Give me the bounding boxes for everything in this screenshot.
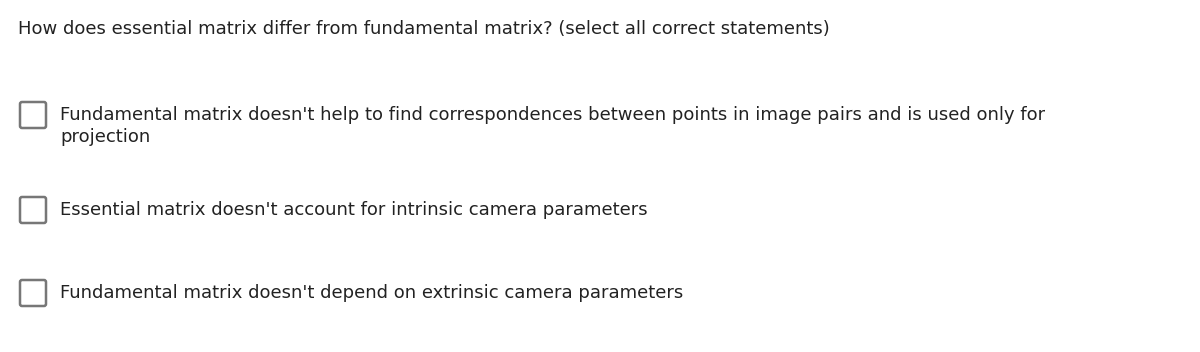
- FancyBboxPatch shape: [20, 197, 46, 223]
- Text: Fundamental matrix doesn't help to find correspondences between points in image : Fundamental matrix doesn't help to find …: [60, 106, 1045, 124]
- Text: Essential matrix doesn't account for intrinsic camera parameters: Essential matrix doesn't account for int…: [60, 201, 648, 219]
- Text: How does essential matrix differ from fundamental matrix? (select all correct st: How does essential matrix differ from fu…: [18, 20, 829, 38]
- Text: projection: projection: [60, 128, 150, 146]
- FancyBboxPatch shape: [20, 102, 46, 128]
- FancyBboxPatch shape: [20, 280, 46, 306]
- Text: Fundamental matrix doesn't depend on extrinsic camera parameters: Fundamental matrix doesn't depend on ext…: [60, 284, 683, 302]
